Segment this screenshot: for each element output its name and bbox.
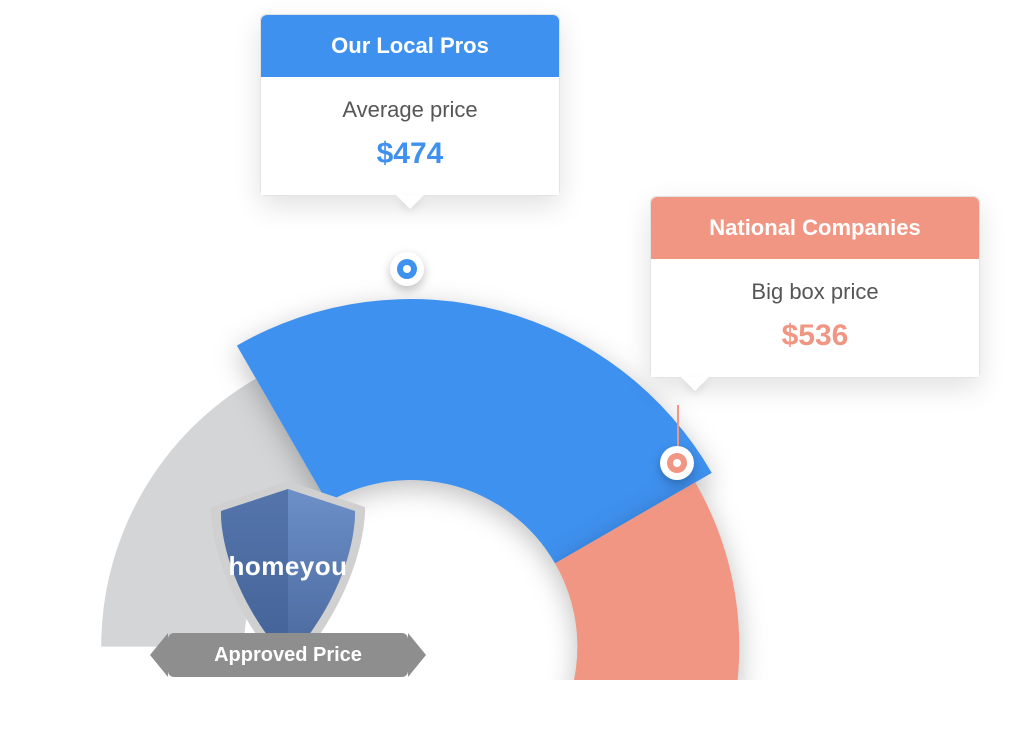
- badge-ribbon-text: Approved Price: [168, 633, 408, 677]
- national-companies-subtitle: Big box price: [651, 279, 979, 305]
- national-companies-header: National Companies: [651, 197, 979, 259]
- national-anchor-dot: [660, 446, 694, 480]
- infographic-stage: Our Local Pros Average price $474 Nation…: [0, 0, 1024, 738]
- badge-brand-text: homeyou: [228, 551, 347, 582]
- local-pros-price: $474: [261, 137, 559, 171]
- approved-price-badge: homeyou Approved Price: [168, 475, 408, 685]
- national-companies-price: $536: [651, 319, 979, 353]
- local-pros-card: Our Local Pros Average price $474: [260, 14, 560, 196]
- national-connector-line: [677, 405, 679, 446]
- local-anchor-dot: [390, 252, 424, 286]
- national-companies-card: National Companies Big box price $536: [650, 196, 980, 378]
- local-pros-subtitle: Average price: [261, 97, 559, 123]
- local-pros-header: Our Local Pros: [261, 15, 559, 77]
- national-card-pointer: [681, 377, 709, 391]
- local-card-pointer: [396, 195, 424, 209]
